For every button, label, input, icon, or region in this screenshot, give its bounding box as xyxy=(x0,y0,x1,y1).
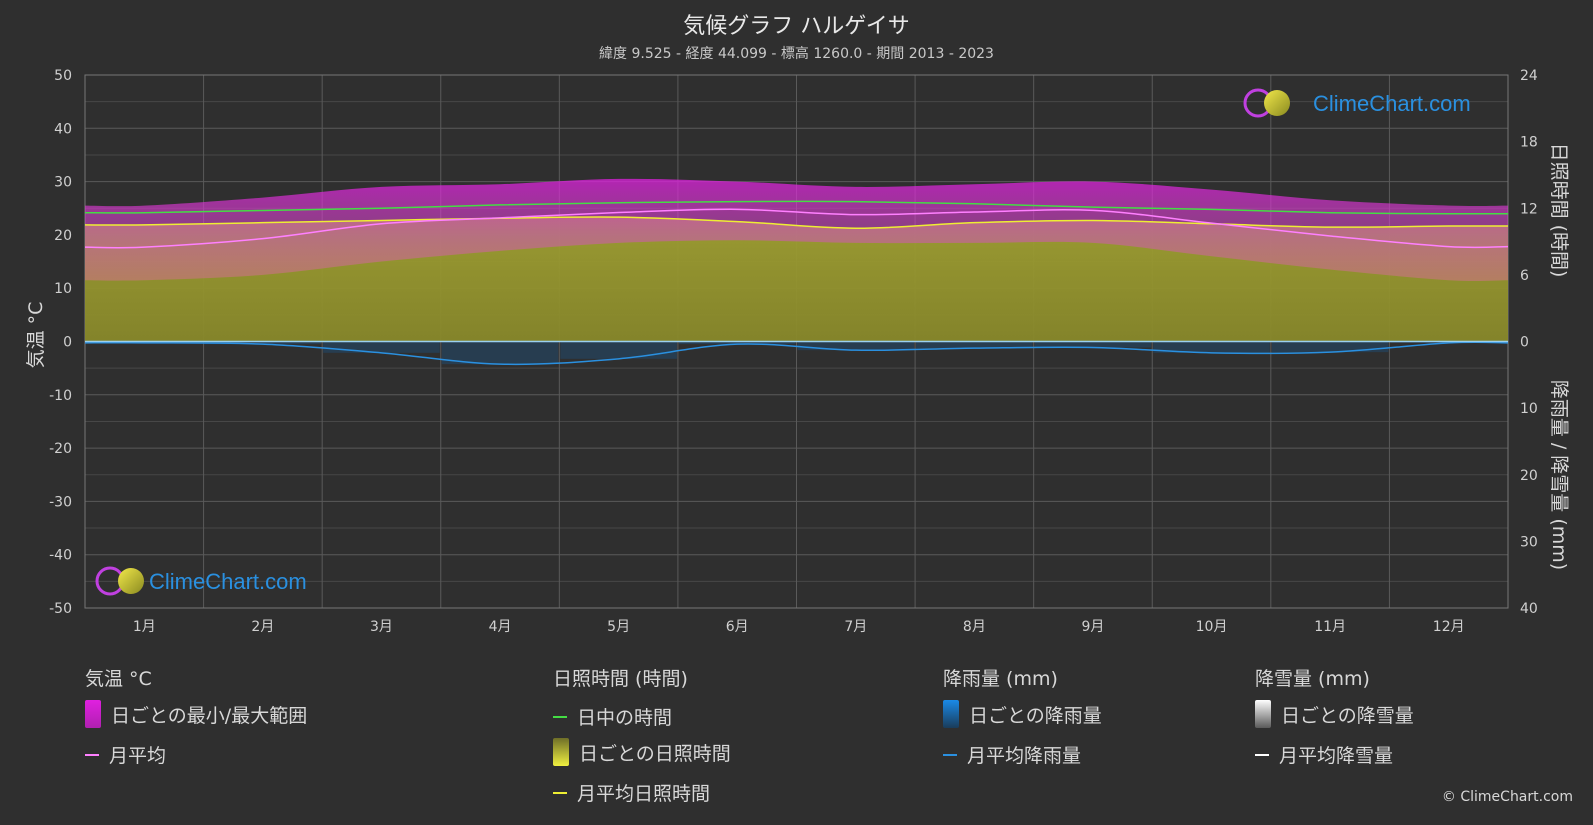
month-tick-label: 12月 xyxy=(1433,619,1465,635)
legend-snow-heading: 降雪量 (mm) xyxy=(1255,668,1370,690)
legend-rain-heading: 降雨量 (mm) xyxy=(943,668,1058,690)
rain-bar xyxy=(1034,341,1152,348)
right-top-tick-label: 0 xyxy=(1520,335,1529,351)
series-lines xyxy=(84,200,1509,366)
right-top-tick-label: 18 xyxy=(1520,135,1538,151)
month-tick-label: 5月 xyxy=(607,619,630,635)
legend-temp-heading: 気温 °C xyxy=(85,668,152,690)
axes: 50 40 30 20 10 0 -10 -20 -30 -40 -50 24 18 12 6 0 10 20 30… xyxy=(49,68,1538,635)
daily-sunshine-swatch xyxy=(553,738,569,766)
right-axis-bottom-title: 降雨量 / 降雪量 (mm) xyxy=(1548,380,1570,570)
daylight-swatch xyxy=(553,715,567,718)
legend-daily-snow: 日ごとの降雪量 xyxy=(1255,700,1414,728)
avg-rain-line xyxy=(84,341,1509,366)
rain-bar xyxy=(323,341,440,353)
temp-range-swatch xyxy=(85,700,101,728)
rain-bar xyxy=(204,341,322,345)
legend-temp-range: 日ごとの最小/最大範囲 xyxy=(85,700,307,728)
left-tick-label: 10 xyxy=(54,281,72,297)
left-tick-label: 50 xyxy=(54,68,72,84)
avg-snow-swatch xyxy=(1255,753,1269,756)
left-tick-label: 0 xyxy=(63,335,72,351)
legend-avg-sunshine: 月平均日照時間 xyxy=(553,779,710,806)
right-bottom-tick-label: 40 xyxy=(1520,601,1538,617)
page-subtitle: 緯度 9.525 - 経度 44.099 - 標高 1260.0 - 期間 20… xyxy=(599,46,994,62)
legend-daylight-label: 日中の時間 xyxy=(577,707,673,729)
copyright: © ClimeChart.com xyxy=(1441,789,1573,805)
rain-bars xyxy=(86,341,1507,365)
right-bottom-tick-label: 20 xyxy=(1520,468,1538,484)
right-bottom-tick-label: 10 xyxy=(1520,401,1538,417)
right-axis-top-title: 日照時間 (時間) xyxy=(1548,143,1570,278)
climate-chart: 50 40 30 20 10 0 -10 -20 -30 -40 -50 24 18 12 6 0 10 20 30… xyxy=(25,68,1570,635)
left-tick-label: 30 xyxy=(54,175,72,191)
brand-logo-bottom-text: ClimeChart.com xyxy=(149,569,307,594)
left-tick-label: -10 xyxy=(49,388,72,404)
left-tick-label: 20 xyxy=(54,228,72,244)
rain-bar xyxy=(678,341,796,345)
right-top-tick-label: 24 xyxy=(1520,68,1538,84)
legend-temp-avg-label: 月平均 xyxy=(109,745,167,767)
daily-rain-swatch xyxy=(943,700,959,728)
legend-avg-snow: 月平均降雪量 xyxy=(1255,741,1393,768)
rain-bar xyxy=(1153,341,1270,353)
left-tick-label: -30 xyxy=(49,494,72,510)
month-tick-label: 9月 xyxy=(1081,619,1104,635)
legend-daily-rain-label: 日ごとの降雨量 xyxy=(969,704,1102,727)
legend-daily-snow-label: 日ごとの降雪量 xyxy=(1281,704,1414,727)
avg-rain-swatch xyxy=(943,753,957,756)
legend-daily-rain: 日ごとの降雨量 xyxy=(943,700,1102,728)
legend-sun-heading: 日照時間 (時間) xyxy=(553,668,688,690)
brand-logo-top: ClimeChart.com xyxy=(1243,88,1471,118)
month-tick-label: 7月 xyxy=(844,619,867,635)
legend-avg-rain: 月平均降雨量 xyxy=(943,741,1081,768)
right-top-tick-label: 6 xyxy=(1520,268,1529,284)
left-tick-label: 40 xyxy=(54,121,72,137)
left-tick-label: -50 xyxy=(49,601,72,617)
avg-sunshine-swatch xyxy=(553,791,567,794)
left-tick-label: -40 xyxy=(49,548,72,564)
month-tick-label: 10月 xyxy=(1196,619,1228,635)
legend-avg-sunshine-label: 月平均日照時間 xyxy=(577,783,711,805)
right-bottom-tick-label: 30 xyxy=(1520,534,1538,550)
month-tick-label: 6月 xyxy=(726,619,749,635)
rain-bar xyxy=(1271,341,1389,353)
month-tick-label: 11月 xyxy=(1314,619,1346,635)
legend-temp-avg: 月平均 xyxy=(85,741,166,768)
page-title: 気候グラフ ハルゲイサ xyxy=(683,14,910,39)
legend-daily-sunshine: 日ごとの日照時間 xyxy=(553,738,731,766)
month-tick-label: 3月 xyxy=(370,619,393,635)
rain-bar xyxy=(441,341,559,365)
brand-logo-top-text: ClimeChart.com xyxy=(1313,91,1471,116)
temperature-range-area xyxy=(85,178,1508,281)
avg-sunshine-line xyxy=(84,216,1509,229)
legend-daylight: 日中の時間 xyxy=(553,703,672,730)
legend-temp-range-label: 日ごとの最小/最大範囲 xyxy=(111,704,308,727)
legend-daily-sunshine-label: 日ごとの日照時間 xyxy=(579,742,731,765)
month-tick-label: 2月 xyxy=(251,619,274,635)
temp-avg-line xyxy=(84,208,1509,249)
rain-bar xyxy=(916,341,1033,349)
rain-bar xyxy=(560,341,677,359)
left-axis-title: 気温 °C xyxy=(25,302,47,369)
month-tick-label: 4月 xyxy=(489,619,512,635)
brand-logo-bottom: ClimeChart.com xyxy=(95,566,307,596)
daylight-line xyxy=(84,200,1509,215)
temp-range-band xyxy=(85,178,1508,281)
month-tick-label: 8月 xyxy=(963,619,986,635)
left-tick-label: -20 xyxy=(49,441,72,457)
rain-bar xyxy=(797,341,915,351)
temp-avg-swatch xyxy=(85,753,99,756)
legend-avg-rain-label: 月平均降雨量 xyxy=(967,745,1082,767)
right-top-tick-label: 12 xyxy=(1520,201,1538,217)
month-tick-label: 1月 xyxy=(133,619,156,635)
daily-snow-swatch xyxy=(1255,700,1271,728)
legend-avg-snow-label: 月平均降雪量 xyxy=(1279,745,1394,767)
